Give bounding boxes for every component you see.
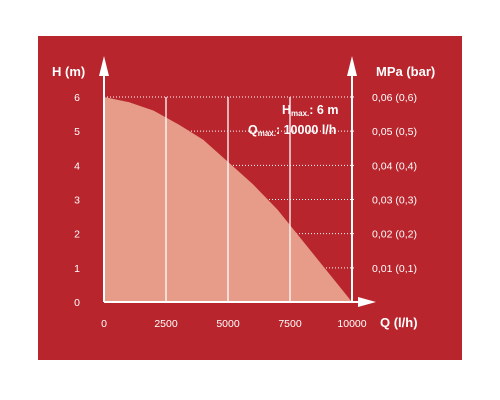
axes-layer — [99, 56, 376, 307]
x-tick-label: 10000 — [337, 318, 366, 330]
annotation-q-max-subscript: max. — [258, 129, 276, 138]
annotation-q-max: Qmax.: 10000 l/h — [248, 123, 336, 138]
x-tick-label: 0 — [101, 318, 107, 330]
x-axis-title: Q (l/h) — [380, 315, 418, 330]
annotation-q-max-symbol: Q — [248, 123, 258, 137]
y-left-tick-label: 2 — [74, 229, 80, 241]
x-tick-label: 5000 — [216, 318, 240, 330]
y-left-tick-label: 5 — [74, 126, 80, 138]
x-tick-label: 7500 — [278, 318, 302, 330]
y-right-tick-label: 0,05 (0,5) — [372, 126, 417, 138]
y-left-tick-label: 3 — [74, 195, 80, 207]
annotation-q-max-value: : 10000 l/h — [276, 123, 336, 137]
y-right-tick-label: 0,01 (0,1) — [372, 263, 417, 275]
annotation-h-max: Hmax.: 6 m — [282, 103, 338, 118]
annotation-h-max-value: : 6 m — [309, 103, 338, 117]
y-right-tick-label: 0,04 (0,4) — [372, 160, 417, 172]
y-axis-right-title: MPa (bar) — [376, 64, 435, 79]
x-axis-arrow — [358, 297, 376, 307]
annotation-h-max-symbol: H — [282, 103, 291, 117]
y-left-tick-label: 1 — [74, 263, 80, 275]
annotation-h-max-subscript: max. — [291, 109, 309, 118]
y-axis-left-title: H (m) — [52, 64, 85, 79]
y-left-tick-label: 6 — [74, 92, 80, 104]
y-right-tick-label: 0,03 (0,3) — [372, 195, 417, 207]
y-left-tick-label: 4 — [74, 160, 80, 172]
x-tick-label: 2500 — [154, 318, 178, 330]
y-right-tick-label: 0,02 (0,2) — [372, 229, 417, 241]
y-axis-left-arrow — [99, 56, 109, 76]
y-right-tick-label: 0,06 (0,6) — [372, 92, 417, 104]
tick-labels-layer: 0 1 2 3 4 5 6 0,01 (0,1) 0,02 (0,2) 0,03 (0,3) 0,0… — [74, 92, 417, 330]
pump-curve-chart: 0 1 2 3 4 5 6 0,01 (0,1) 0,02 (0,2) 0,03 (0,3) 0,0… — [38, 36, 462, 360]
y-left-tick-label: 0 — [74, 297, 80, 309]
vertical-grid-layer — [165, 97, 291, 302]
y-axis-right-arrow — [347, 56, 357, 76]
